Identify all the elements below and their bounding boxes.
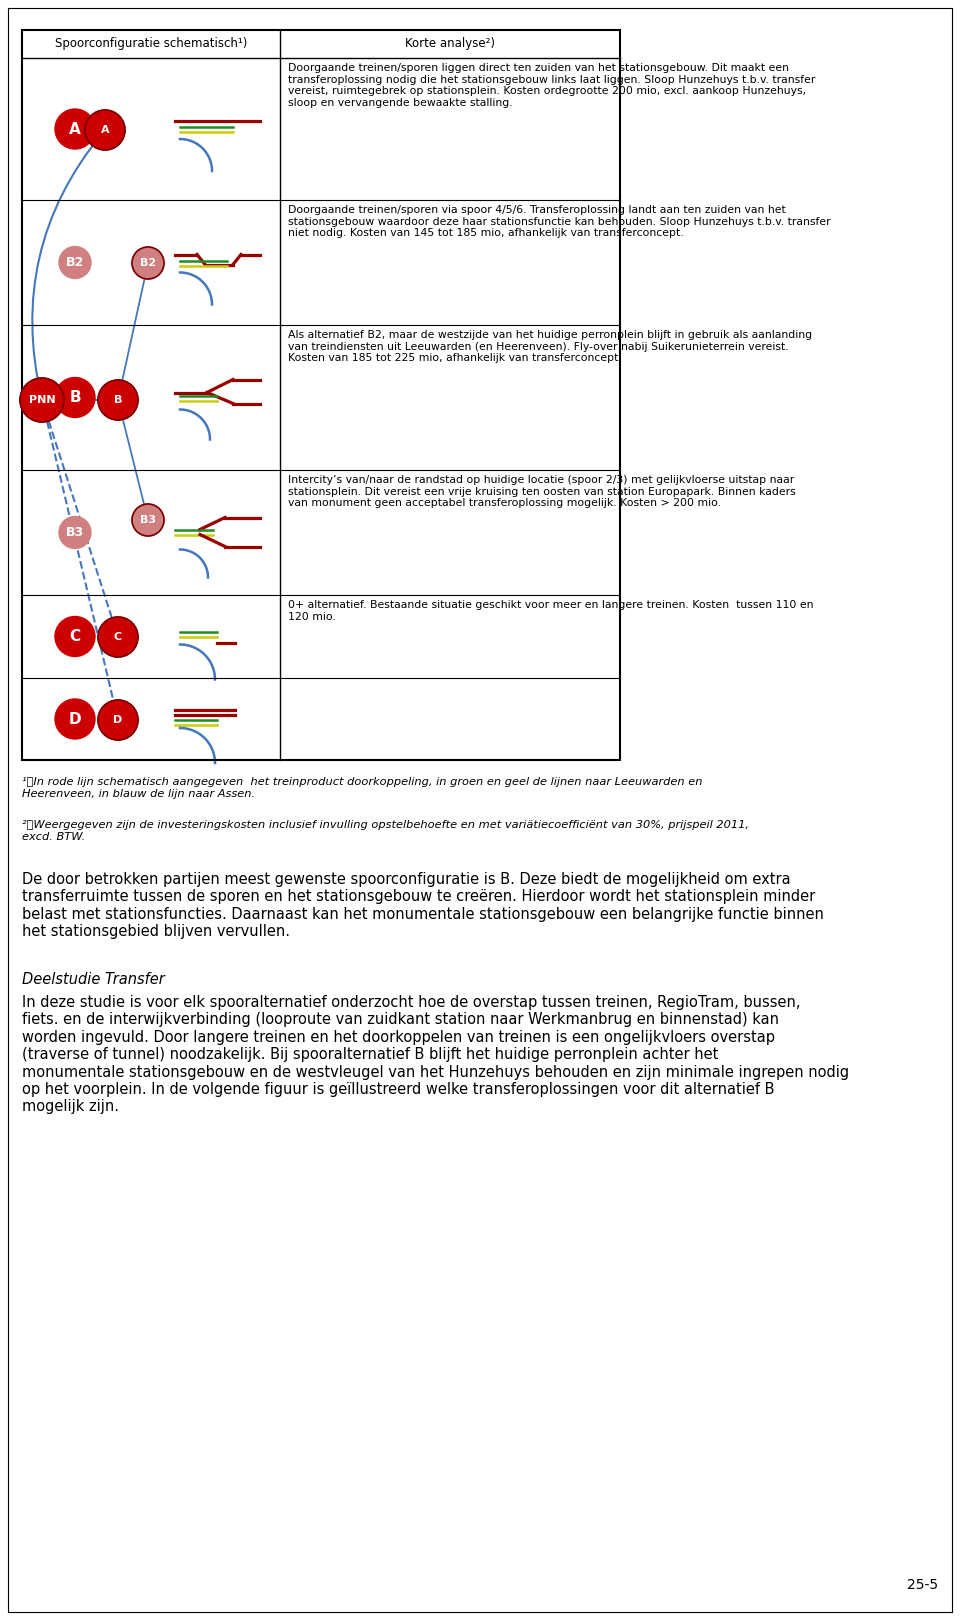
Text: De door betrokken partijen meest gewenste spoorconfiguratie is B. Deze biedt de : De door betrokken partijen meest gewenst… bbox=[22, 872, 824, 940]
Text: B: B bbox=[69, 390, 81, 405]
Circle shape bbox=[55, 377, 95, 418]
Text: B3: B3 bbox=[66, 526, 84, 539]
Text: A: A bbox=[101, 125, 109, 134]
Bar bbox=[22, 31, 620, 760]
Circle shape bbox=[132, 504, 164, 536]
Text: Korte analyse²): Korte analyse²) bbox=[405, 37, 495, 50]
Circle shape bbox=[98, 381, 138, 420]
Circle shape bbox=[85, 110, 125, 151]
Circle shape bbox=[20, 377, 64, 421]
Circle shape bbox=[98, 700, 138, 740]
Text: Doorgaande treinen/sporen via spoor 4/5/6. Transferoplossing landt aan ten zuide: Doorgaande treinen/sporen via spoor 4/5/… bbox=[288, 206, 830, 238]
Circle shape bbox=[132, 246, 164, 279]
Text: 25-5: 25-5 bbox=[907, 1578, 938, 1592]
Text: In deze studie is voor elk spooralternatief onderzocht hoe de overstap tussen tr: In deze studie is voor elk spooralternat… bbox=[22, 995, 850, 1115]
Text: ¹⧠In rode lijn schematisch aangegeven  het treinproduct doorkoppeling, in groen : ¹⧠In rode lijn schematisch aangegeven he… bbox=[22, 778, 703, 799]
Text: B: B bbox=[114, 395, 122, 405]
Text: Intercity’s van/naar de randstad op huidige locatie (spoor 2/3) met gelijkvloers: Intercity’s van/naar de randstad op huid… bbox=[288, 475, 796, 509]
Text: B3: B3 bbox=[140, 515, 156, 525]
Circle shape bbox=[59, 517, 91, 549]
Circle shape bbox=[55, 109, 95, 149]
Text: C: C bbox=[114, 632, 122, 642]
Text: PNN: PNN bbox=[29, 395, 56, 405]
Text: Doorgaande treinen/sporen liggen direct ten zuiden van het stationsgebouw. Dit m: Doorgaande treinen/sporen liggen direct … bbox=[288, 63, 815, 109]
Text: D: D bbox=[69, 711, 82, 726]
Circle shape bbox=[98, 617, 138, 658]
Text: B2: B2 bbox=[140, 258, 156, 267]
Text: Spoorconfiguratie schematisch¹): Spoorconfiguratie schematisch¹) bbox=[55, 37, 247, 50]
Text: ²⧠Weergegeven zijn de investeringskosten inclusief invulling opstelbehoefte en m: ²⧠Weergegeven zijn de investeringskosten… bbox=[22, 820, 749, 842]
Circle shape bbox=[55, 617, 95, 656]
Text: B2: B2 bbox=[66, 256, 84, 269]
Text: C: C bbox=[69, 629, 81, 645]
Text: Deelstudie Transfer: Deelstudie Transfer bbox=[22, 972, 165, 987]
Text: 0+ alternatief. Bestaande situatie geschikt voor meer en langere treinen. Kosten: 0+ alternatief. Bestaande situatie gesch… bbox=[288, 599, 813, 622]
Text: A: A bbox=[69, 122, 81, 136]
Circle shape bbox=[55, 698, 95, 739]
Text: D: D bbox=[113, 714, 123, 726]
Text: Als alternatief B2, maar de westzijde van het huidige perronplein blijft in gebr: Als alternatief B2, maar de westzijde va… bbox=[288, 330, 812, 363]
Circle shape bbox=[59, 246, 91, 279]
